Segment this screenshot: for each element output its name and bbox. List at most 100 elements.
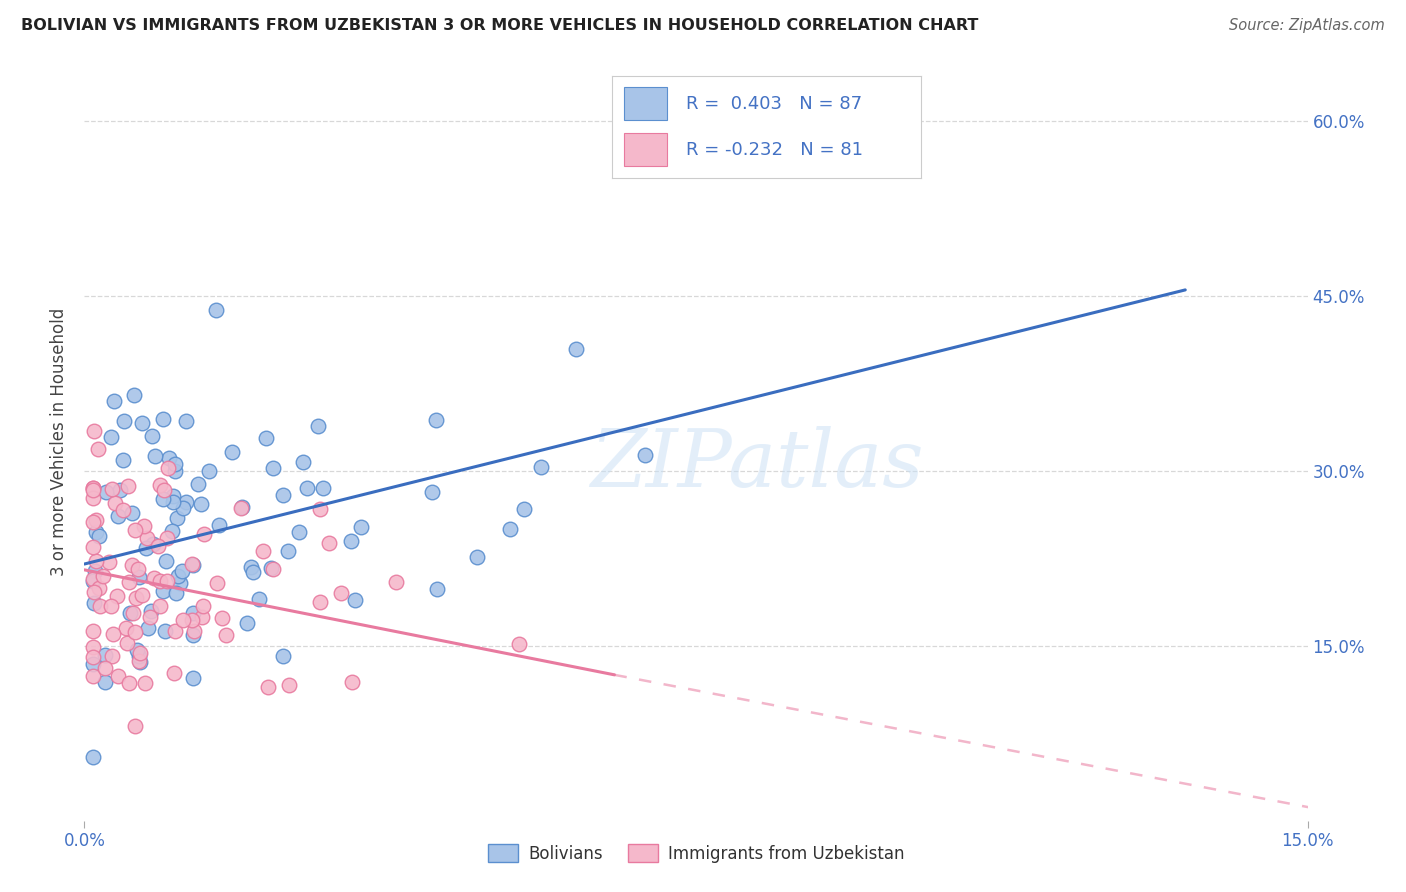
Point — [117, 479, 139, 493]
Point — [307, 419, 329, 434]
Point — [82, 657, 104, 672]
Point — [426, 582, 449, 597]
Point — [288, 525, 311, 540]
Point — [149, 599, 172, 613]
Point — [128, 649, 150, 664]
Point — [94, 484, 117, 499]
Point — [125, 591, 148, 605]
Point — [100, 648, 122, 663]
Point — [84, 525, 107, 540]
Point — [242, 565, 264, 579]
FancyBboxPatch shape — [624, 87, 668, 120]
Point — [190, 497, 212, 511]
Point — [499, 523, 522, 537]
Point — [83, 424, 105, 438]
Point — [187, 477, 209, 491]
Point — [262, 562, 284, 576]
Point — [152, 583, 174, 598]
Point — [254, 431, 277, 445]
Point — [124, 718, 146, 732]
Point — [146, 539, 169, 553]
Point — [135, 532, 157, 546]
Point — [149, 477, 172, 491]
FancyBboxPatch shape — [624, 133, 668, 166]
Text: R =  0.403   N = 87: R = 0.403 N = 87 — [686, 95, 862, 112]
Point — [134, 676, 156, 690]
Point — [94, 648, 117, 662]
Point — [93, 569, 115, 583]
Point — [82, 624, 104, 639]
Point — [180, 557, 202, 571]
Point — [87, 529, 110, 543]
Point — [128, 570, 150, 584]
Point — [121, 506, 143, 520]
Point — [530, 459, 553, 474]
Point — [124, 624, 146, 639]
Point — [221, 444, 243, 458]
Point — [115, 621, 138, 635]
Point — [98, 556, 121, 570]
Point — [86, 513, 108, 527]
Text: Source: ZipAtlas.com: Source: ZipAtlas.com — [1229, 18, 1385, 33]
Point — [149, 574, 172, 588]
Point — [513, 502, 536, 516]
Point — [170, 564, 193, 578]
Point — [157, 450, 180, 465]
Point — [157, 461, 180, 475]
Point — [120, 606, 142, 620]
Point — [143, 449, 166, 463]
Y-axis label: 3 or more Vehicles in Household: 3 or more Vehicles in Household — [51, 308, 69, 575]
Point — [292, 455, 315, 469]
Point — [385, 574, 408, 589]
Point — [262, 460, 284, 475]
Point — [193, 599, 215, 613]
Point — [162, 665, 184, 680]
Point — [128, 654, 150, 668]
Text: BOLIVIAN VS IMMIGRANTS FROM UZBEKISTAN 3 OR MORE VEHICLES IN HOUSEHOLD CORRELATI: BOLIVIAN VS IMMIGRANTS FROM UZBEKISTAN 3… — [21, 18, 979, 33]
Point — [181, 628, 204, 642]
Point — [82, 750, 104, 764]
Point — [166, 511, 188, 525]
Point — [508, 637, 530, 651]
Point — [84, 564, 107, 578]
Point — [122, 606, 145, 620]
Point — [343, 592, 366, 607]
Point — [163, 464, 186, 478]
Point — [142, 570, 165, 584]
Point — [111, 502, 134, 516]
Point — [93, 661, 115, 675]
Point — [162, 489, 184, 503]
Point — [240, 560, 263, 574]
Point — [127, 562, 149, 576]
Point — [82, 481, 104, 495]
Point — [131, 588, 153, 602]
Point — [125, 642, 148, 657]
Point — [103, 393, 125, 408]
Point — [141, 604, 163, 618]
Point — [252, 544, 274, 558]
Text: ZIPatlas: ZIPatlas — [591, 425, 924, 503]
Point — [87, 442, 110, 456]
Point — [167, 569, 190, 583]
Text: R = -0.232   N = 81: R = -0.232 N = 81 — [686, 141, 863, 159]
Point — [183, 624, 205, 639]
Point — [565, 342, 588, 356]
Point — [82, 573, 104, 587]
Point — [82, 515, 104, 529]
Point — [124, 524, 146, 538]
Point — [107, 509, 129, 524]
Point — [142, 537, 165, 551]
Point — [128, 655, 150, 669]
Point — [633, 448, 655, 462]
Point — [191, 609, 214, 624]
Point — [87, 581, 110, 595]
Point — [89, 599, 111, 613]
Point — [83, 596, 105, 610]
Point — [312, 481, 335, 495]
Point — [163, 457, 186, 471]
Point — [134, 519, 156, 533]
Point — [247, 591, 270, 606]
Point — [181, 671, 204, 685]
Point — [183, 607, 205, 621]
Point — [118, 575, 141, 590]
